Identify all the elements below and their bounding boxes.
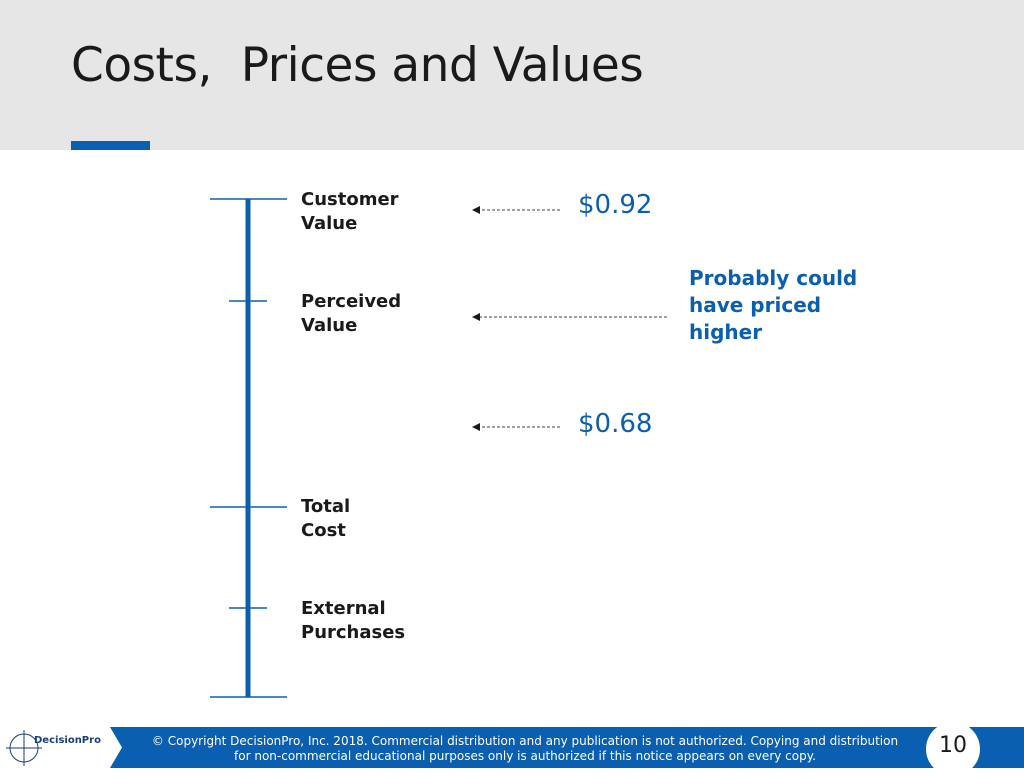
value-scale-diagram <box>210 198 667 698</box>
label-external-purchases: External Purchases <box>301 598 406 643</box>
title-accent-bar <box>71 141 150 150</box>
label-total-cost: Total Cost <box>301 496 351 541</box>
copyright-notice: © Copyright DecisionPro, Inc. 2018. Comm… <box>151 734 899 763</box>
label-perceived-value: Perceived Value <box>301 291 402 336</box>
header-band <box>0 0 1024 150</box>
label-customer-value: Customer Value <box>301 189 399 234</box>
price-lower: $0.68 <box>578 409 653 439</box>
page-number: 10 <box>939 733 967 758</box>
slide-title: Costs, Prices and Values <box>71 38 644 93</box>
page-number-badge <box>926 722 980 776</box>
logo-crosshair-icon <box>6 730 42 766</box>
footer-bar <box>100 727 1024 768</box>
logo-text: DecisionPro <box>34 735 101 746</box>
footer: DecisionPro © Copyright DecisionPro, Inc… <box>0 727 1024 768</box>
decisionpro-logo: DecisionPro <box>0 727 122 768</box>
pricing-note: Probably could have priced higher <box>689 266 858 344</box>
price-upper: $0.92 <box>578 190 653 220</box>
